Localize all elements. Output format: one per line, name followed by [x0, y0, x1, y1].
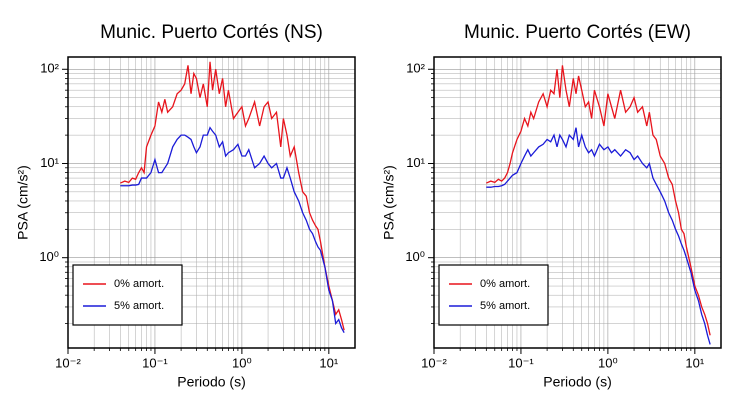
legend-label: 5% amort.: [114, 300, 164, 312]
data-line: [120, 61, 345, 331]
x-tick-label: 10¹: [319, 355, 338, 370]
y-tick-label: 10¹: [40, 155, 59, 170]
y-tick-label: 10⁰: [405, 249, 425, 264]
chart-title: Munic. Puerto Cortés (EW): [464, 22, 691, 43]
subplot: Munic. Puerto Cortés (NS) 10⁻² 10⁻¹ 10⁰ 10¹ 1…: [15, 22, 356, 390]
x-tick-label: 10⁻¹: [142, 355, 168, 370]
legend-label: 0% amort.: [114, 278, 164, 290]
x-axis-label: Periodo (s): [177, 374, 245, 390]
subplot: Munic. Puerto Cortés (EW) 10⁻² 10⁻¹ 10⁰ 10¹ 1…: [381, 22, 722, 390]
plot-frame: [433, 56, 722, 349]
x-axis-label: Periodo (s): [543, 374, 611, 390]
legend-label: 0% amort.: [480, 278, 530, 290]
y-tick-label: 10²: [406, 61, 425, 76]
x-tick-label: 10⁰: [598, 355, 618, 370]
chart-title: Munic. Puerto Cortés (NS): [100, 22, 323, 43]
legend-label: 5% amort.: [480, 300, 530, 312]
legend: 0% amort. 5% amort.: [438, 264, 549, 326]
data-line: [486, 65, 711, 336]
legend-box: [72, 264, 183, 326]
y-tick-label: 10²: [40, 61, 59, 76]
x-tick-label: 10⁻²: [421, 355, 447, 370]
y-tick-label: 10¹: [406, 155, 425, 170]
y-axis-label: PSA (cm/s²): [381, 165, 397, 240]
legend: 0% amort. 5% amort.: [72, 264, 183, 326]
legend-box: [438, 264, 549, 326]
y-tick-label: 10⁰: [39, 249, 59, 264]
data-line: [120, 126, 345, 333]
data-line: [486, 127, 711, 345]
x-tick-label: 10¹: [685, 355, 704, 370]
x-tick-label: 10⁰: [232, 355, 252, 370]
y-axis-label: PSA (cm/s²): [15, 165, 31, 240]
plot-frame: [67, 56, 356, 349]
x-tick-label: 10⁻¹: [508, 355, 534, 370]
x-tick-label: 10⁻²: [55, 355, 81, 370]
